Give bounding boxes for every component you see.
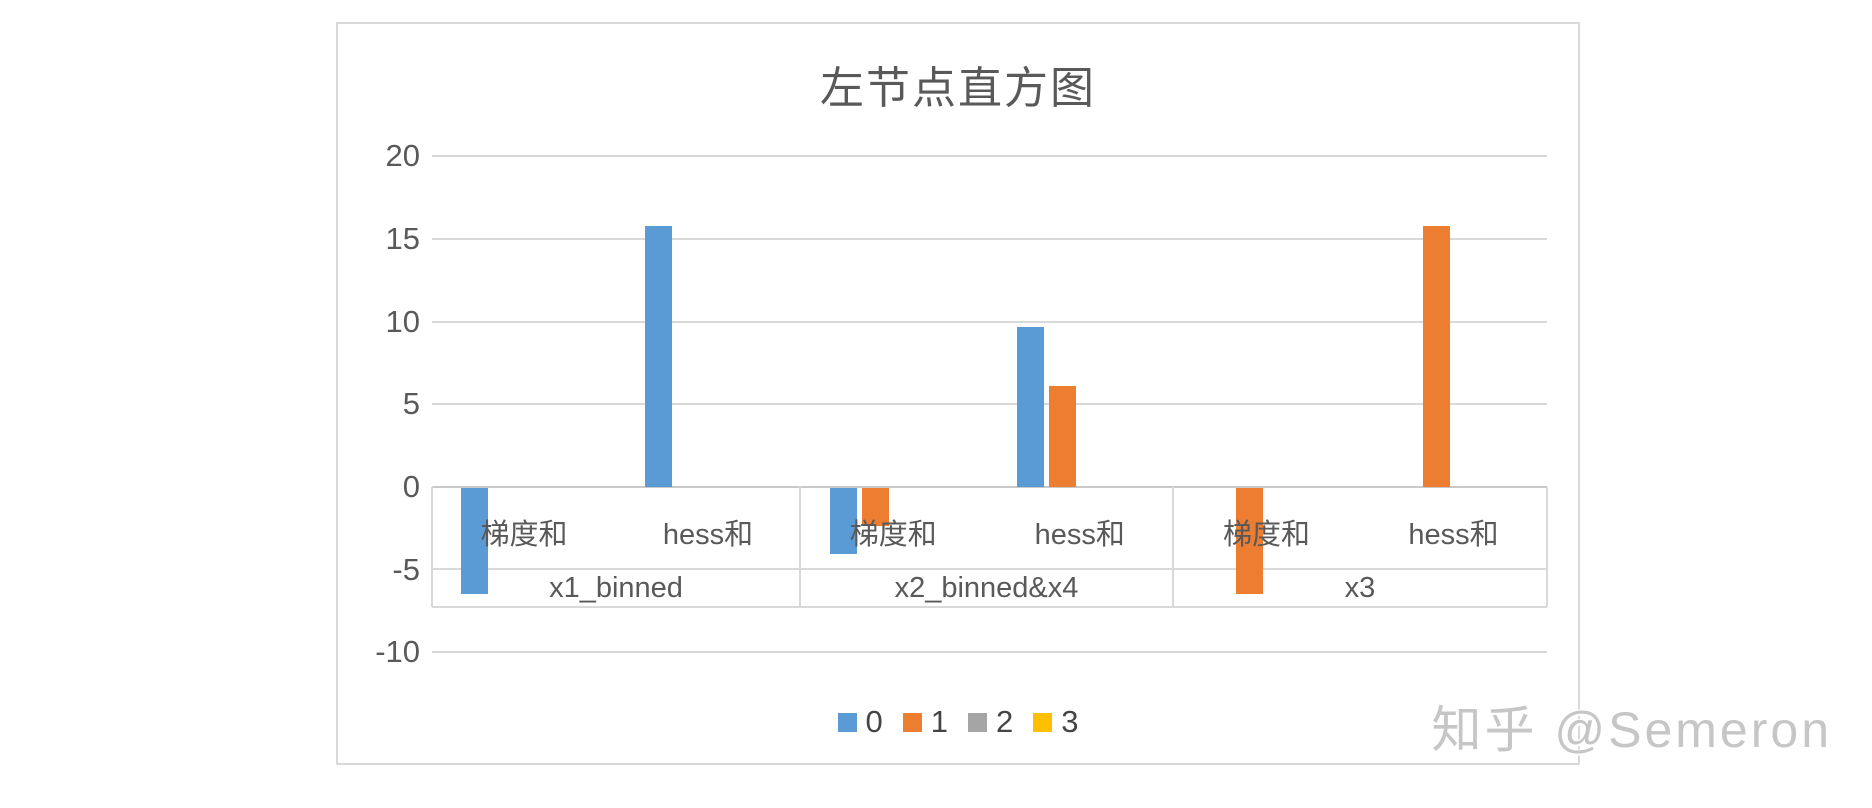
chart-frame: 左节点直方图 20 15 10 5 0 -5 -10 梯度和 hess和 x1_binned 梯度和…: [336, 22, 1580, 765]
bar: [1235, 488, 1263, 594]
bar: [461, 488, 488, 594]
legend-swatch: [968, 712, 987, 732]
table-group-divider: [799, 487, 801, 607]
legend-item: 2: [968, 704, 1013, 740]
x-axis-line: [432, 486, 1547, 488]
category-label: 梯度和: [480, 519, 568, 551]
gridline: [432, 320, 1547, 323]
category-label: 梯度和: [1222, 519, 1310, 551]
y-axis-tick-label: -10: [375, 634, 420, 670]
gridline: [432, 403, 1547, 406]
group-label: x3: [1344, 572, 1376, 604]
table-group-divider: [1546, 487, 1548, 607]
table-divider: [432, 568, 1547, 570]
gridline: [432, 155, 1547, 158]
plot-area: 20 15 10 5 0 -5 -10 梯度和 hess和 x1_binned 梯度和 hess和 x2…: [338, 24, 1578, 763]
y-axis-tick-label: 10: [385, 303, 420, 339]
legend-label: 3: [1061, 704, 1079, 739]
bar: [830, 488, 858, 555]
table-group-divider: [431, 487, 433, 607]
category-label: hess和: [662, 519, 754, 551]
bar: [1048, 386, 1076, 487]
legend-swatch: [1033, 712, 1053, 732]
bar: [1016, 326, 1044, 487]
group-label: x1_binned: [549, 572, 683, 604]
category-label: hess和: [1034, 519, 1125, 551]
bar: [862, 488, 890, 527]
table-bottom: [432, 606, 1547, 608]
legend-label: 0: [865, 704, 883, 739]
legend-item: 0: [837, 704, 883, 740]
y-axis-tick-label: 5: [402, 386, 420, 422]
table-group-divider: [1172, 487, 1174, 607]
bar: [1422, 225, 1450, 487]
category-label: hess和: [1408, 519, 1499, 551]
group-label: x2_binned&x4: [894, 572, 1079, 604]
bar: [645, 225, 672, 487]
chart-title: 左节点直方图: [820, 64, 1096, 113]
y-axis-tick-label: -5: [392, 551, 420, 587]
legend-item: 3: [1033, 704, 1079, 740]
gridline: [432, 651, 1547, 654]
legend-label: 1: [930, 704, 948, 739]
y-axis-tick-label: 15: [385, 220, 420, 256]
y-axis-tick-label: 20: [385, 138, 420, 174]
gridline: [432, 237, 1547, 240]
y-axis-tick-label: 0: [402, 469, 420, 504]
legend-swatch: [902, 712, 922, 732]
category-label: 梯度和: [849, 519, 937, 551]
legend-item: 1: [902, 704, 948, 740]
legend: 0 1 2 3: [338, 704, 1578, 740]
legend-swatch: [837, 712, 857, 732]
watermark: 知乎 @Semeron: [1431, 702, 1832, 758]
legend-label: 2: [996, 704, 1014, 739]
